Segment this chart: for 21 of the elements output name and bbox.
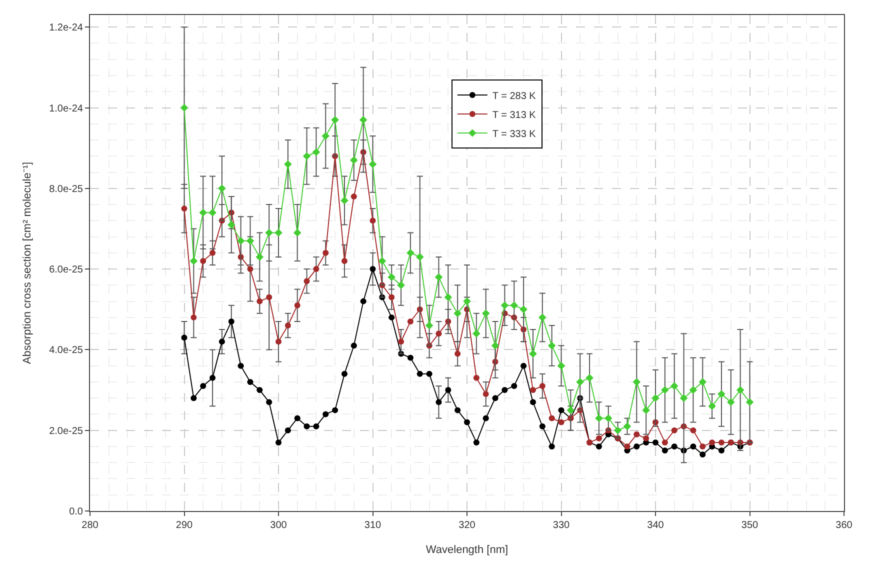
x-tick-label: 350: [741, 520, 759, 531]
y-tick-label: 1.2e-24: [49, 22, 84, 34]
y-axis-title: Absorption cross section [cm² molecule⁻¹]: [22, 162, 34, 364]
y-tick-label: 0.0: [69, 506, 84, 518]
x-tick-label: 340: [647, 520, 664, 531]
x-tick-label: 330: [552, 520, 570, 531]
legend-label: T = 283 K: [492, 90, 536, 102]
y-tick-label: 2.0e-25: [49, 426, 84, 437]
x-tick-label: 310: [364, 520, 382, 531]
x-tick-label: 290: [176, 520, 194, 531]
x-axis-title: Wavelength [nm]: [426, 544, 508, 556]
y-tick-label: 8.0e-25: [49, 184, 84, 195]
legend-label: T = 313 K: [492, 110, 536, 121]
x-tick-label: 280: [82, 520, 99, 531]
y-tick-label: 4.0e-25: [49, 345, 84, 356]
x-tick-label: 300: [270, 520, 288, 531]
x-tick-label: 360: [836, 520, 853, 531]
y-tick-label: 6.0e-25: [49, 264, 84, 276]
y-tick-label: 1.0e-24: [49, 103, 84, 114]
x-tick-label: 320: [458, 520, 476, 531]
legend-label: T = 333 K: [492, 128, 536, 140]
